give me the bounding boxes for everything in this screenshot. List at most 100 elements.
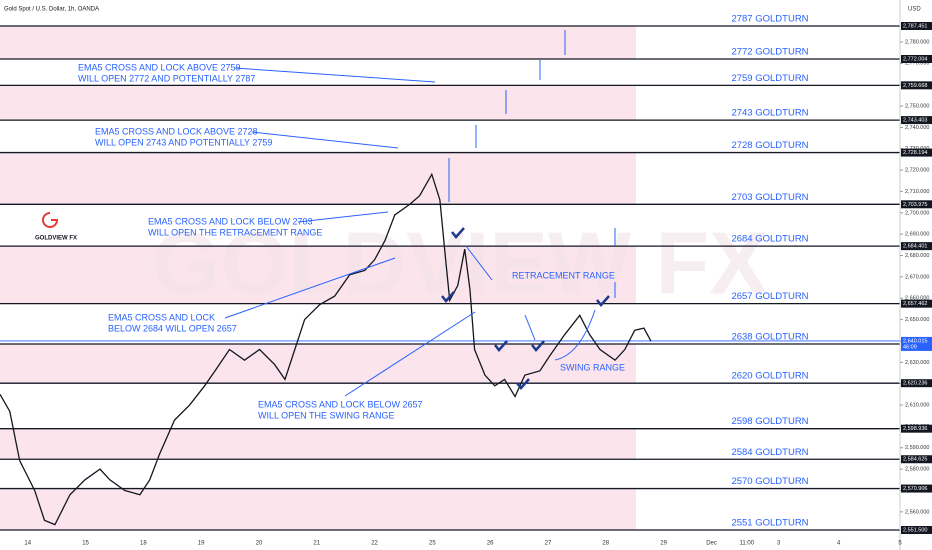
logo: GOLDVIEW FX xyxy=(35,236,77,242)
zone xyxy=(0,488,636,530)
y-tick-label: 2,680.000 xyxy=(905,253,929,259)
level-label: 2,584.625 xyxy=(903,457,927,463)
arrow xyxy=(251,131,399,149)
zone-label: 2684 GOLDTURN xyxy=(731,234,808,245)
check xyxy=(494,340,508,352)
annotation: WILL OPEN 2743 AND POTENTIALLY 2759 xyxy=(95,137,272,147)
annotation: EMA5 CROSS AND LOCK BELOW 2703 xyxy=(148,216,313,226)
arrow xyxy=(234,67,436,83)
y-tick-label: 2,650.000 xyxy=(905,317,929,323)
y-tick-label: 2,690.000 xyxy=(905,232,929,238)
level-label: 2,684.401 xyxy=(903,244,927,250)
zone-label: 2728 GOLDTURN xyxy=(731,140,808,151)
level-label: 2,551.500 xyxy=(903,527,927,533)
zone xyxy=(0,343,636,384)
x-tick-label: Dec xyxy=(706,541,717,547)
zone xyxy=(0,85,636,121)
level-label: 2,620.236 xyxy=(903,381,927,387)
zone-label: 2759 GOLDTURN xyxy=(731,73,808,84)
x-tick-label: 21 xyxy=(313,541,320,547)
check xyxy=(531,340,545,352)
check xyxy=(441,291,455,303)
zone-label: 2570 GOLDTURN xyxy=(731,476,808,487)
x-tick-label: 22 xyxy=(371,541,378,547)
y-tick-label: 2,710.000 xyxy=(905,189,929,195)
level-box xyxy=(901,81,932,90)
y-tick-label: 2,590.000 xyxy=(905,445,929,451)
last-price-label: 2,640.015 xyxy=(903,338,927,344)
y-tick-label: 2,750.000 xyxy=(905,103,929,109)
y-tick-label: 2,670.000 xyxy=(905,274,929,280)
arrow xyxy=(297,211,389,223)
x-tick-label: 28 xyxy=(602,541,609,547)
last-price-box xyxy=(901,336,932,351)
level-label: 2,657.462 xyxy=(903,301,927,307)
y-tick-label: 2,560.000 xyxy=(905,509,929,515)
y-tick-label: 2,780.000 xyxy=(905,39,929,45)
y-tick-label: 2,630.000 xyxy=(905,360,929,366)
level-label: 2,787.451 xyxy=(903,23,927,29)
annotation: EMA5 CROSS AND LOCK xyxy=(108,312,215,322)
zone-label: 2551 GOLDTURN xyxy=(731,518,808,529)
check xyxy=(451,227,465,239)
y-tick-label: 2,770.000 xyxy=(905,61,929,67)
level-box xyxy=(901,148,932,157)
y-tick-label: 2,580.000 xyxy=(905,467,929,473)
level-box xyxy=(901,22,932,30)
x-tick-label: 20 xyxy=(256,541,263,547)
x-tick-label: 14 xyxy=(24,541,31,547)
price-line xyxy=(0,172,652,526)
check xyxy=(516,378,530,390)
zone-label: 2772 GOLDTURN xyxy=(731,47,808,58)
annotation: BELOW 2684 WILL OPEN 2657 xyxy=(108,323,237,333)
zones xyxy=(0,26,636,530)
zone-label: 2743 GOLDTURN xyxy=(731,108,808,119)
check xyxy=(596,295,610,307)
level-box xyxy=(901,116,932,125)
annotation: WILL OPEN THE RETRACEMENT RANGE xyxy=(148,227,322,237)
y-tick-label: 2,660.000 xyxy=(905,296,929,302)
chart-title: Gold Spot / U.S. Dollar, 1h, OANDA xyxy=(4,7,99,13)
x-tick-label: 5 xyxy=(898,541,902,547)
annotation: EMA5 CROSS AND LOCK ABOVE 2759 xyxy=(78,62,241,72)
range-label: RETRACEMENT RANGE xyxy=(512,270,615,280)
zone xyxy=(0,26,636,59)
level-label: 2,570.906 xyxy=(903,486,927,492)
zone xyxy=(0,428,636,460)
annotations: EMA5 CROSS AND LOCK ABOVE 2759 WILL OPEN … xyxy=(78,62,625,420)
x-tick-label: 11:00 xyxy=(740,541,755,547)
x-tick-label: 27 xyxy=(545,541,552,547)
level-box xyxy=(901,424,932,433)
level-box xyxy=(901,526,932,534)
level-label: 2,759.668 xyxy=(903,83,927,89)
zone-label: 2657 GOLDTURN xyxy=(731,291,808,302)
zone-label: 2620 GOLDTURN xyxy=(731,371,808,382)
checkmarks xyxy=(441,227,610,390)
x-tick-label: 29 xyxy=(660,541,667,547)
range-label: SWING RANGE xyxy=(560,362,625,372)
level-box xyxy=(901,242,932,251)
zone-label: 2703 GOLDTURN xyxy=(731,192,808,203)
arrow xyxy=(524,314,536,341)
level-box xyxy=(901,484,932,493)
level-box xyxy=(901,200,932,209)
annotation: EMA5 CROSS AND LOCK ABOVE 2728 xyxy=(95,126,258,136)
arrow xyxy=(554,309,596,361)
level-label: 2,703.975 xyxy=(903,202,927,208)
currency: USD xyxy=(908,7,921,13)
logo-icon xyxy=(42,212,59,228)
arrow xyxy=(465,245,493,281)
x-tick-label: 19 xyxy=(198,541,205,547)
x-tick-label: 25 xyxy=(429,541,436,547)
x-tick-label: 3 xyxy=(777,541,781,547)
zone-label: 2787 GOLDTURN xyxy=(731,14,808,25)
y-tick-label: 2,740.000 xyxy=(905,125,929,131)
y-tick-label: 2,610.000 xyxy=(905,402,929,408)
level-label: 2,743.403 xyxy=(903,118,927,124)
watermark: GOLDVIEW FX xyxy=(152,213,768,312)
level-label: 2,728.194 xyxy=(903,150,927,156)
arrows xyxy=(224,30,616,397)
y-tick-label: 2,700.000 xyxy=(905,210,929,216)
level-label: 2,598.936 xyxy=(903,426,927,432)
